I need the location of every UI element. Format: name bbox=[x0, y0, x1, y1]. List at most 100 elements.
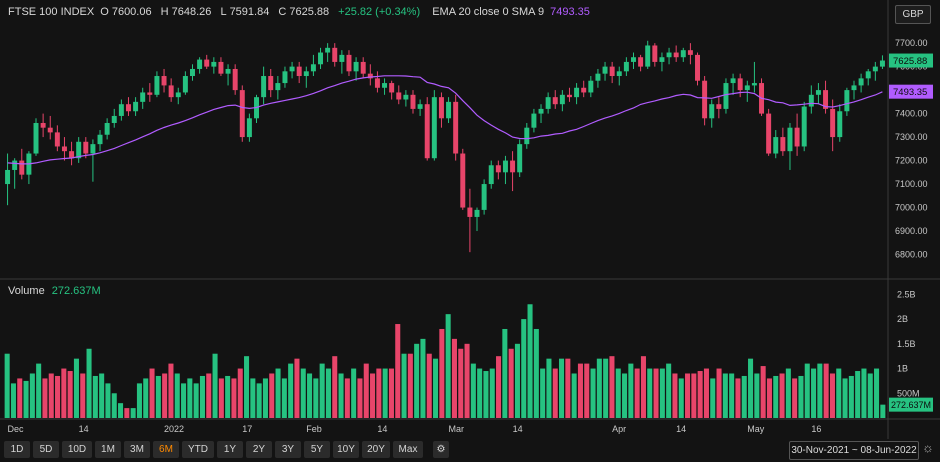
range-button-max[interactable]: Max bbox=[393, 441, 423, 458]
volume-bar bbox=[332, 356, 338, 418]
candle-body bbox=[76, 141, 82, 159]
volume-bar bbox=[313, 378, 319, 418]
candle-body bbox=[766, 113, 772, 154]
candle-body bbox=[545, 97, 551, 109]
volume-bar bbox=[275, 368, 281, 418]
volume-bar bbox=[735, 378, 741, 418]
volume-bar bbox=[729, 373, 735, 418]
volume-bar bbox=[124, 408, 130, 418]
ema-label: 7493.35 bbox=[893, 87, 927, 98]
range-button-3y[interactable]: 3Y bbox=[275, 441, 301, 458]
volume-bar bbox=[823, 363, 829, 418]
range-button-1m[interactable]: 1M bbox=[95, 441, 121, 458]
candle-body bbox=[872, 66, 878, 72]
volume-bar bbox=[439, 328, 445, 418]
candle-body bbox=[510, 160, 516, 173]
candle-body bbox=[161, 76, 167, 86]
volume-bar bbox=[716, 368, 722, 418]
volume-tick-label: 2B bbox=[897, 314, 908, 324]
volume-bar bbox=[527, 304, 533, 418]
volume-bar bbox=[653, 368, 659, 418]
volume-bar bbox=[218, 378, 224, 418]
range-button-3m[interactable]: 3M bbox=[124, 441, 150, 458]
candle-body bbox=[744, 85, 750, 91]
range-button-20y[interactable]: 20Y bbox=[362, 441, 390, 458]
volume-bar bbox=[269, 373, 275, 418]
volume-bar bbox=[792, 378, 798, 418]
volume-bar bbox=[149, 368, 155, 418]
range-button-1d[interactable]: 1D bbox=[4, 441, 30, 458]
time-tick-label: Mar bbox=[449, 424, 465, 434]
candle-body bbox=[325, 47, 331, 53]
candle-body bbox=[823, 90, 829, 109]
open-label: O bbox=[100, 6, 109, 18]
candle-body bbox=[125, 104, 131, 112]
volume-bar bbox=[445, 314, 451, 418]
candle-body bbox=[588, 80, 594, 93]
currency-select[interactable]: GBP bbox=[895, 5, 931, 24]
volume-bar bbox=[382, 368, 388, 418]
range-button-ytd[interactable]: YTD bbox=[182, 441, 214, 458]
candle-body bbox=[837, 111, 843, 138]
range-button-10y[interactable]: 10Y bbox=[333, 441, 359, 458]
range-button-2y[interactable]: 2Y bbox=[246, 441, 272, 458]
time-tick-label: 16 bbox=[811, 424, 821, 434]
candle-body bbox=[830, 108, 836, 138]
volume-bar bbox=[61, 368, 67, 418]
candle-body bbox=[737, 78, 743, 91]
volume-bar bbox=[766, 378, 772, 418]
candle-body bbox=[182, 76, 188, 93]
range-button-5d[interactable]: 5D bbox=[33, 441, 59, 458]
volume-bar bbox=[811, 368, 817, 418]
volume-bar bbox=[483, 371, 489, 418]
candle-body bbox=[54, 132, 60, 147]
volume-bar bbox=[55, 375, 61, 418]
volume-bar bbox=[426, 353, 432, 418]
candle-body bbox=[808, 94, 814, 107]
volume-bar bbox=[300, 368, 306, 418]
candle-body bbox=[773, 137, 779, 154]
date-range-picker[interactable]: 30-Nov-2021 ~ 08-Jun-2022 bbox=[789, 441, 919, 460]
volume-tick-label: 1B bbox=[897, 364, 908, 374]
chart-settings-icon[interactable]: ☼ bbox=[922, 440, 934, 455]
ohlc-header: FTSE 100 INDEX O 7600.06 H 7648.26 L 7591.8… bbox=[8, 6, 593, 18]
candle-body bbox=[147, 92, 153, 95]
candle-body bbox=[232, 68, 238, 91]
candle-body bbox=[631, 57, 636, 62]
volume-bar bbox=[628, 363, 634, 418]
candle-body bbox=[289, 66, 295, 72]
volume-bar bbox=[615, 368, 621, 418]
volume-last-label: 272.637M bbox=[891, 400, 931, 410]
candle-body bbox=[118, 104, 124, 116]
volume-bar bbox=[420, 338, 426, 418]
settings-icon[interactable]: ⚙ bbox=[433, 441, 449, 458]
volume-bar bbox=[584, 363, 590, 418]
candle-body bbox=[310, 64, 316, 72]
range-button-1y[interactable]: 1Y bbox=[217, 441, 243, 458]
volume-bar bbox=[666, 363, 672, 418]
volume-bar bbox=[401, 353, 407, 418]
volume-bar bbox=[155, 375, 161, 418]
range-button-10d[interactable]: 10D bbox=[62, 441, 92, 458]
time-tick-label: 14 bbox=[676, 424, 686, 434]
open-value: 7600.06 bbox=[111, 6, 152, 18]
candle-body bbox=[382, 83, 388, 88]
candle-body bbox=[879, 60, 885, 67]
volume-bar bbox=[199, 375, 205, 418]
volume-bar bbox=[540, 368, 546, 418]
price-tick-label: 7000.00 bbox=[895, 203, 928, 213]
candle-body bbox=[531, 113, 537, 128]
time-tick-label: 14 bbox=[377, 424, 387, 434]
range-button-5y[interactable]: 5Y bbox=[304, 441, 330, 458]
volume-bar bbox=[80, 373, 86, 418]
candle-body bbox=[339, 54, 345, 62]
candle-body bbox=[666, 52, 672, 58]
range-button-6m[interactable]: 6M bbox=[153, 441, 179, 458]
volume-tick-label: 2.5B bbox=[897, 289, 916, 299]
candle-body bbox=[353, 61, 359, 72]
candle-body bbox=[190, 68, 195, 77]
candle-body bbox=[602, 66, 608, 74]
candle-body bbox=[97, 134, 103, 145]
candle-body bbox=[730, 78, 736, 84]
